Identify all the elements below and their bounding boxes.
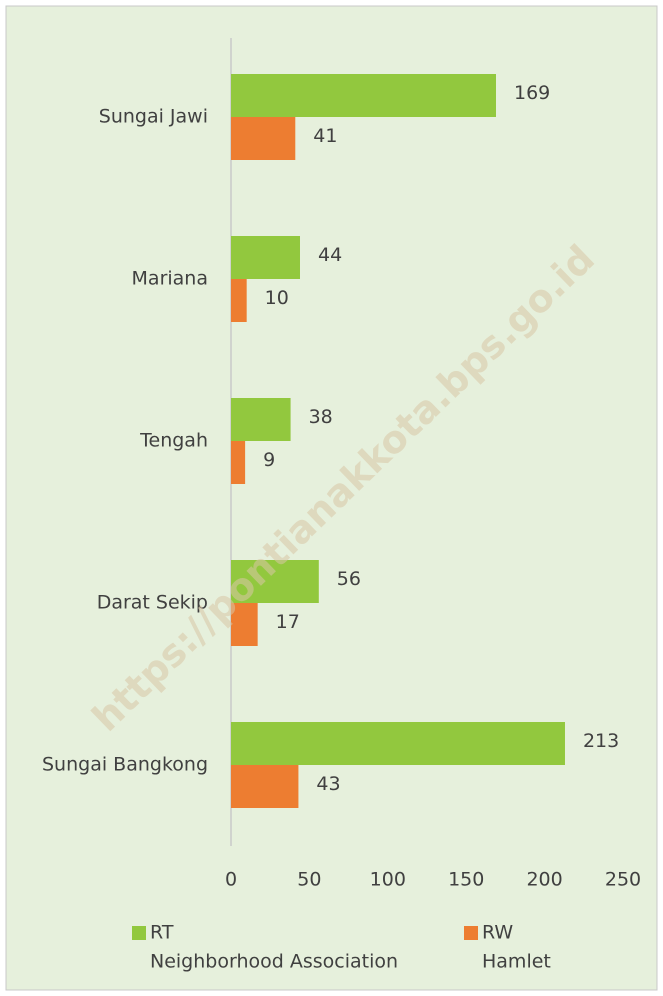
data-label: 43 — [316, 773, 340, 795]
data-label: 56 — [337, 568, 361, 590]
x-tick-label: 200 — [526, 869, 562, 891]
chart-background — [5, 5, 658, 991]
y-tick-label: Mariana — [132, 268, 208, 290]
legend-label: RT — [150, 922, 174, 944]
bar — [231, 279, 247, 322]
legend-description: Hamlet — [482, 951, 551, 973]
data-label: 38 — [309, 406, 333, 428]
x-tick-label: 100 — [370, 869, 406, 891]
y-tick-label: Darat Sekip — [97, 592, 208, 614]
legend-label: RW — [482, 922, 513, 944]
data-label: 17 — [276, 611, 300, 633]
legend-swatch — [132, 926, 146, 940]
y-tick-label: Sungai Bangkong — [42, 754, 208, 776]
data-label: 169 — [514, 82, 550, 104]
bar — [231, 765, 299, 808]
y-tick-label: Sungai Jawi — [99, 106, 208, 128]
bar — [231, 441, 246, 484]
bar — [231, 722, 565, 765]
legend-description: Neighborhood Association — [150, 951, 398, 973]
bar — [231, 236, 300, 279]
bar — [231, 560, 319, 603]
data-label: 213 — [583, 730, 619, 752]
data-label: 10 — [265, 287, 289, 309]
x-tick-label: 50 — [297, 869, 321, 891]
data-label: 9 — [263, 449, 275, 471]
y-tick-label: Tengah — [139, 430, 208, 452]
legend-swatch — [464, 926, 478, 940]
x-tick-label: 0 — [225, 869, 237, 891]
bar — [231, 603, 258, 646]
bar — [231, 398, 291, 441]
data-label: 44 — [318, 244, 342, 266]
data-label: 41 — [313, 125, 337, 147]
bar — [231, 117, 296, 160]
bar — [231, 74, 496, 117]
x-tick-label: 150 — [448, 869, 484, 891]
x-tick-label: 250 — [605, 869, 641, 891]
